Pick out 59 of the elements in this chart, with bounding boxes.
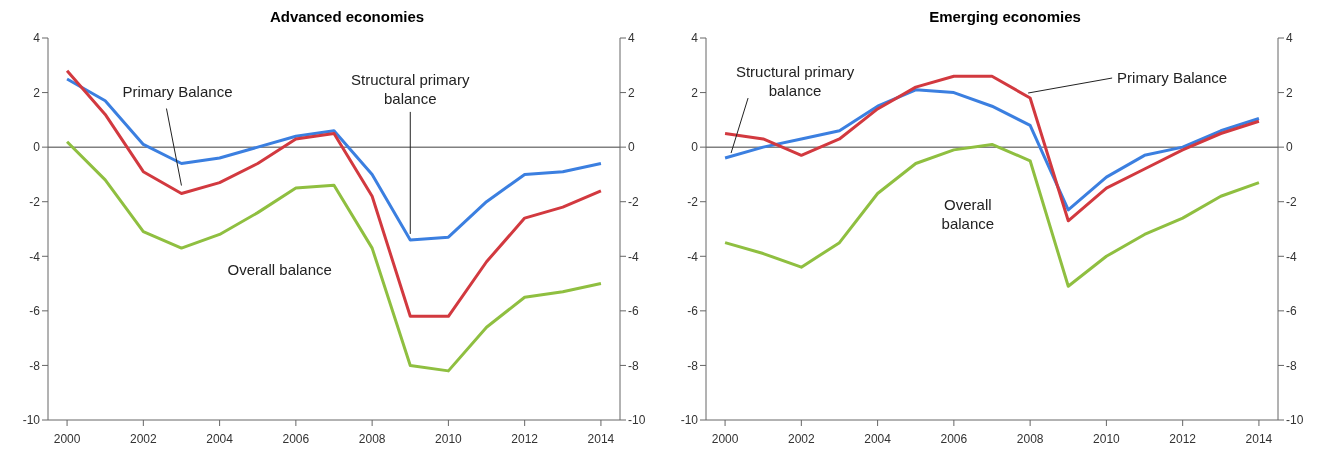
y-tick-label: -2 bbox=[29, 194, 41, 209]
y2-tick-label: -2 bbox=[1286, 194, 1297, 209]
y2-tick-label: -6 bbox=[628, 304, 639, 319]
y2-tick-label: -8 bbox=[628, 358, 639, 373]
annotation: Primary Balance bbox=[1117, 69, 1228, 87]
y2-tick-label: -4 bbox=[628, 249, 639, 264]
y-tick-label: -8 bbox=[687, 358, 699, 373]
y2-tick-label: -6 bbox=[1286, 304, 1297, 319]
chart-title: Advanced economies bbox=[268, 8, 426, 27]
y-tick-label: 2 bbox=[691, 85, 699, 100]
y-tick-label: -8 bbox=[29, 358, 41, 373]
x-tick-label: 2000 bbox=[53, 431, 81, 446]
y-tick-label: -2 bbox=[687, 194, 699, 209]
x-tick-label: 2008 bbox=[358, 431, 386, 446]
x-tick-label: 2012 bbox=[1169, 431, 1197, 446]
line-series bbox=[65, 140, 603, 373]
y2-tick-label: -4 bbox=[1286, 249, 1297, 264]
annotation: Structural primary balance bbox=[735, 63, 855, 100]
y-tick-label: -6 bbox=[687, 304, 699, 319]
x-tick-label: 2006 bbox=[940, 431, 968, 446]
text: Overall balance bbox=[941, 195, 995, 232]
line-series bbox=[65, 69, 603, 318]
x-tick-label: 2000 bbox=[711, 431, 739, 446]
y-tick-label: 0 bbox=[691, 140, 699, 155]
line-series bbox=[723, 142, 1261, 288]
x-tick-label: 2004 bbox=[864, 431, 892, 446]
x-tick-label: 2002 bbox=[129, 431, 157, 446]
annotation: Structural primary balance bbox=[351, 70, 470, 107]
x-tick-label: 2014 bbox=[587, 431, 615, 446]
chart-title: Emerging economies bbox=[928, 8, 1082, 27]
x-tick-label: 2004 bbox=[206, 431, 234, 446]
x-tick-label: 2002 bbox=[787, 431, 815, 446]
x-tick-label: 2008 bbox=[1016, 431, 1044, 446]
y2-tick-label: 2 bbox=[628, 85, 635, 100]
y2-tick-label: -10 bbox=[628, 413, 646, 428]
y-tick-label: 2 bbox=[33, 85, 41, 100]
y2-tick-label: 0 bbox=[628, 140, 635, 155]
x-tick-label: 2012 bbox=[511, 431, 539, 446]
y-tick-label: -10 bbox=[680, 413, 699, 428]
y-tick-label: 4 bbox=[33, 31, 41, 46]
y2-tick-label: 4 bbox=[628, 31, 635, 46]
y-tick-label: -6 bbox=[29, 304, 41, 319]
y-tick-label: -4 bbox=[687, 249, 699, 264]
x-tick-label: 2006 bbox=[282, 431, 310, 446]
y2-tick-label: 4 bbox=[1286, 31, 1293, 46]
y2-tick-label: -8 bbox=[1286, 358, 1297, 373]
x-tick-label: 2014 bbox=[1245, 431, 1273, 446]
y-tick-label: 4 bbox=[691, 31, 699, 46]
y2-tick-label: -10 bbox=[1286, 413, 1304, 428]
series-label: Overall balance bbox=[227, 260, 332, 278]
annotation: Primary Balance bbox=[122, 82, 233, 100]
y2-tick-label: 0 bbox=[1286, 140, 1293, 155]
y2-tick-label: -2 bbox=[628, 194, 639, 209]
y2-tick-label: 2 bbox=[1286, 85, 1293, 100]
x-tick-label: 2010 bbox=[1093, 431, 1121, 446]
y-tick-label: -10 bbox=[22, 413, 41, 428]
y-tick-label: 0 bbox=[33, 140, 41, 155]
x-tick-label: 2010 bbox=[435, 431, 463, 446]
y-tick-label: -4 bbox=[29, 249, 41, 264]
